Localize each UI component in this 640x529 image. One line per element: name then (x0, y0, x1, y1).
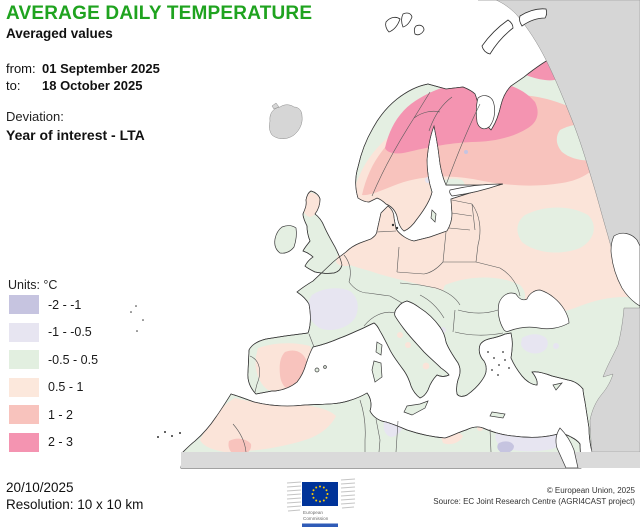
logo-right-streaks (340, 478, 356, 509)
from-label: from: (6, 61, 36, 76)
legend-item: 2 - 3 (9, 432, 98, 452)
svalbard (401, 12, 413, 28)
corsica (375, 341, 383, 356)
red-sea (555, 427, 579, 469)
european-commission-logo: European Commission (286, 478, 356, 527)
copyright-text: © European Union, 2025 (546, 486, 635, 495)
map-resolution: Resolution: 10 x 10 km (6, 497, 144, 512)
novaya-zemlya (519, 8, 548, 27)
map-legend: -2 - -1 -1 - -0.5 -0.5 - 0.5 0.5 - 1 1 -… (9, 295, 98, 460)
legend-swatch (9, 295, 39, 314)
country-borders (232, 91, 521, 453)
legend-range-label: -0.5 - 0.5 (48, 352, 99, 367)
legend-item: -0.5 - 0.5 (9, 350, 98, 369)
no-data-middle-east (589, 307, 640, 453)
gulf-of-finland (449, 183, 503, 197)
page-subtitle: Averaged values (6, 26, 113, 41)
legend-swatch (9, 432, 39, 452)
legend-swatch (9, 350, 39, 369)
legend-swatch (9, 377, 39, 397)
period-block: from: 01 September 2025 to: 18 October 2… (6, 60, 160, 94)
eu-flag-stars (311, 485, 329, 503)
gotland (430, 209, 437, 223)
deviation-value: Year of interest - LTA (6, 127, 145, 143)
white-sea (475, 95, 496, 130)
black-sea (497, 289, 570, 332)
logo-blue-bar (302, 523, 338, 527)
deviation-label: Deviation: (6, 109, 64, 124)
sicily (403, 400, 429, 416)
iceland (271, 102, 280, 110)
legend-range-label: 1 - 2 (48, 407, 74, 422)
legend-swatch (9, 405, 39, 424)
to-label: to: (6, 78, 21, 93)
cyprus (552, 382, 563, 391)
to-value: 18 October 2025 (42, 78, 143, 93)
balearic-islands (323, 365, 327, 369)
legend-range-label: 2 - 3 (48, 435, 74, 449)
balearic-islands (314, 367, 320, 373)
iceland (269, 104, 303, 139)
deviation-patches (200, 24, 640, 456)
legend-range-label: -1 - -0.5 (48, 325, 92, 339)
logo-caption-line1: European (303, 510, 323, 515)
legend-item: 1 - 2 (9, 405, 98, 424)
from-value: 01 September 2025 (42, 61, 160, 76)
page-title: AVERAGE DAILY TEMPERATURE (6, 3, 313, 24)
svalbard (413, 24, 425, 36)
sardinia (371, 360, 383, 383)
legend-item: 0.5 - 1 (9, 377, 98, 397)
small-islands (130, 223, 510, 438)
source-text: Source: EC Joint Research Centre (AGRI4C… (433, 497, 635, 506)
logo-caption-line2: Commission (303, 516, 329, 521)
europe-temperature-map (130, 0, 640, 469)
no-data-sahara-band (181, 452, 640, 468)
novaya-zemlya (481, 19, 514, 55)
legend-swatch (9, 322, 39, 342)
svalbard (385, 16, 401, 33)
legend-range-label: 0.5 - 1 (48, 380, 84, 394)
logo-left-streaks (286, 481, 302, 512)
legend-range-label: -2 - -1 (48, 297, 82, 312)
ireland (274, 225, 297, 254)
legend-item: -1 - -0.5 (9, 322, 98, 342)
legend-units-label: Units: °C (8, 278, 58, 292)
crete (489, 411, 506, 419)
map-date: 20/10/2025 (6, 480, 74, 495)
legend-item: -2 - -1 (9, 295, 98, 314)
caspian-sea (610, 232, 640, 307)
